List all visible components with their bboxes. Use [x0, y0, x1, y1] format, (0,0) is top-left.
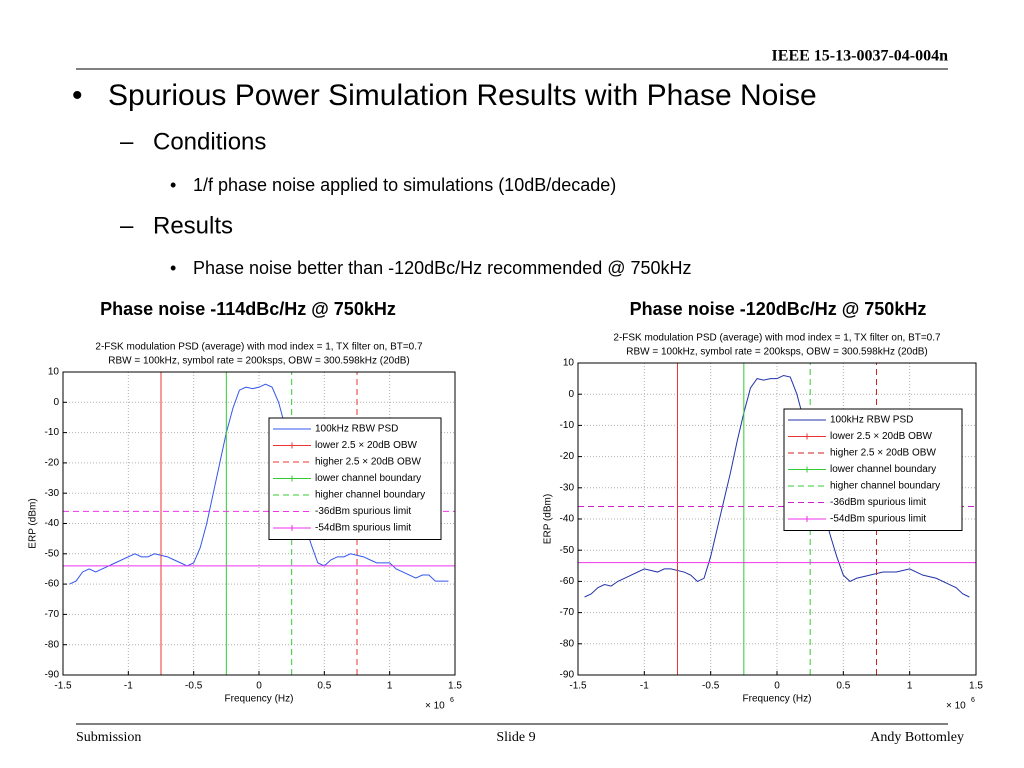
x-tick-label: 0 [774, 681, 780, 692]
legend-label: lower channel boundary [830, 464, 936, 475]
plot-frame [62, 371, 456, 676]
legend-label: higher channel boundary [315, 490, 425, 501]
legend-label: lower 2.5 × 20dB OBW [315, 440, 418, 451]
y-tick-label: -60 [45, 579, 60, 590]
y-tick-label: -40 [560, 514, 575, 525]
y-tick-label: -50 [45, 548, 60, 559]
y-axis-label: ERP (dBm) [28, 498, 39, 548]
x-tick-label: -1.5 [569, 681, 587, 692]
bullet-glyph: – [120, 212, 134, 239]
bullet-glyph: – [120, 128, 134, 155]
bullet-item: Phase noise better than -120dBc/Hz recom… [193, 258, 692, 278]
bullet-glyph: • [72, 79, 83, 112]
y-tick-label: 10 [563, 358, 575, 369]
y-axis-label: ERP (dBm) [543, 494, 554, 544]
bullet-sub: Conditions [153, 128, 266, 155]
y-tick-label: 10 [48, 367, 60, 378]
y-tick-label: -90 [560, 670, 575, 681]
x-tick-label: 1 [907, 681, 913, 692]
legend-label: higher 2.5 × 20dB OBW [315, 457, 421, 468]
x-axis-label: Frequency (Hz) [225, 694, 294, 705]
legend-label: 100kHz RBW PSD [830, 415, 913, 426]
y-tick-label: 0 [568, 389, 574, 400]
series-line [584, 374, 970, 598]
y-tick-label: -60 [560, 576, 575, 587]
series-line [69, 383, 449, 585]
footer-right: Andy Bottomley [870, 730, 964, 745]
x-multiplier: × 10 [946, 701, 966, 712]
x-tick-label: 1 [387, 681, 393, 692]
x-tick-label: -0.5 [185, 681, 203, 692]
header-title: IEEE 15-13-0037-04-004n [772, 48, 949, 65]
x-tick-label: 0.5 [317, 681, 331, 692]
bullet-glyph: • [170, 258, 176, 278]
legend-label: -36dBm spurious limit [830, 497, 926, 508]
plot-frame [577, 362, 977, 676]
y-tick-label: -50 [560, 545, 575, 556]
y-tick-label: -90 [45, 670, 60, 681]
legend-label: 100kHz RBW PSD [315, 424, 398, 435]
legend-label: higher channel boundary [830, 481, 940, 492]
x-tick-label: -1.5 [54, 681, 72, 692]
bullet-sub: Results [153, 212, 233, 239]
y-tick-label: -30 [560, 482, 575, 493]
y-tick-label: -10 [45, 427, 60, 438]
x-exponent: 6 [450, 697, 454, 704]
chart-title: 2-FSK modulation PSD (average) with mod … [613, 333, 941, 344]
legend-label: -36dBm spurious limit [315, 506, 411, 517]
legend-label: -54dBm spurious limit [830, 514, 926, 525]
bullet-glyph: • [170, 175, 176, 195]
y-tick-label: -40 [45, 518, 60, 529]
x-axis-label: Frequency (Hz) [743, 694, 812, 705]
x-tick-label: -1 [124, 681, 133, 692]
y-tick-label: -70 [45, 609, 60, 620]
legend-label: higher 2.5 × 20dB OBW [830, 448, 936, 459]
chart-subtitle: RBW = 100kHz, symbol rate = 200ksps, OBW… [626, 347, 928, 358]
x-tick-label: -1 [640, 681, 649, 692]
x-tick-label: 1.5 [969, 681, 983, 692]
y-tick-label: -20 [560, 451, 575, 462]
chart-caption: Phase noise -114dBc/Hz @ 750kHz [100, 299, 396, 319]
y-tick-label: -70 [560, 607, 575, 618]
x-tick-label: 0.5 [836, 681, 850, 692]
x-tick-label: 0 [256, 681, 262, 692]
y-tick-label: -20 [45, 458, 60, 469]
footer-center: Slide 9 [496, 730, 535, 745]
chart-subtitle: RBW = 100kHz, symbol rate = 200ksps, OBW… [108, 356, 410, 367]
x-exponent: 6 [971, 697, 975, 704]
legend-label: lower channel boundary [315, 473, 421, 484]
y-tick-label: -80 [560, 638, 575, 649]
y-tick-label: -30 [45, 488, 60, 499]
x-tick-label: 1.5 [448, 681, 462, 692]
footer-left: Submission [76, 730, 141, 745]
y-tick-label: -80 [45, 639, 60, 650]
legend-label: lower 2.5 × 20dB OBW [830, 431, 933, 442]
chart-caption: Phase noise -120dBc/Hz @ 750kHz [630, 299, 927, 319]
y-tick-label: -10 [560, 420, 575, 431]
legend-label: -54dBm spurious limit [315, 523, 411, 534]
chart-title: 2-FSK modulation PSD (average) with mod … [95, 342, 423, 353]
bullet-main: Spurious Power Simulation Results with P… [108, 79, 817, 112]
y-tick-label: 0 [53, 397, 59, 408]
x-tick-label: -0.5 [702, 681, 720, 692]
x-multiplier: × 10 [425, 701, 445, 712]
bullet-item: 1/f phase noise applied to simulations (… [193, 175, 616, 195]
